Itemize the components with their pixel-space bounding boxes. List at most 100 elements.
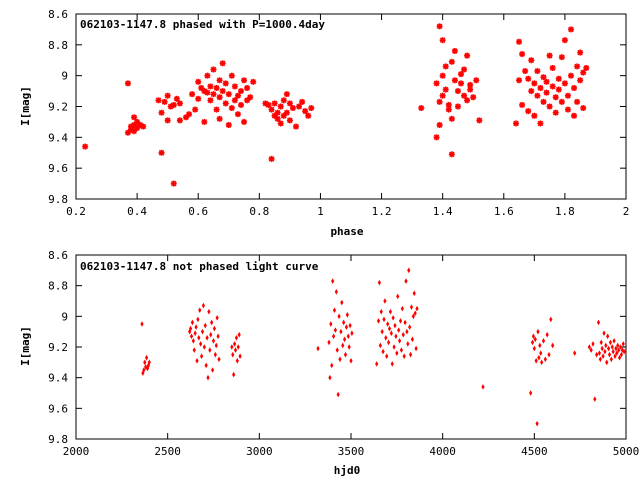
phased-light-curve-panel: 062103-1147.8 phased with P=1000.4day ph… [19,8,629,238]
data-point [608,339,613,346]
unphased-light-curve-panel: 062103-1147.8 not phased light curve hjd… [19,249,639,477]
data-point [167,103,174,110]
data-point [384,335,388,341]
data-point [233,347,238,353]
data-point [216,115,223,122]
y-tick-label: 9.4 [48,131,68,144]
data-point [411,313,415,320]
x-tick-label: 4500 [521,445,548,458]
data-point [335,347,339,353]
data-point [535,420,539,427]
data-point [236,344,240,350]
data-point [404,278,408,284]
data-point [540,359,544,366]
data-point [540,74,547,81]
data-point [619,351,624,358]
data-point [609,356,613,363]
data-point [408,351,413,358]
data-point [277,103,284,110]
data-point [402,353,406,359]
data-point [546,52,553,59]
data-point [219,60,226,67]
data-point [346,333,350,340]
data-point [604,342,608,349]
data-point [274,115,281,122]
data-point [415,305,419,312]
data-point [176,117,183,124]
data-point [192,347,196,353]
data-point [378,342,382,349]
data-point [406,341,410,347]
data-point [549,83,556,90]
data-point [336,391,340,398]
chart-title: 062103-1147.8 phased with P=1000.4day [80,18,325,31]
data-point [208,347,212,353]
data-point [451,77,458,84]
data-point [385,353,389,359]
data-point [343,351,348,358]
data-point [205,335,209,341]
data-point [131,114,138,121]
data-point [235,358,239,364]
data-point [222,80,229,87]
data-point [210,319,214,326]
data-point [225,122,232,128]
data-point [216,333,220,340]
data-point [606,333,610,340]
data-point [244,85,251,91]
data-point [436,23,443,30]
data-point [448,151,455,158]
data-point [200,328,205,335]
data-point [540,98,547,105]
data-point [186,111,193,118]
data-point [470,94,477,101]
data-point [436,122,443,128]
data-point [603,348,607,355]
y-tick-label: 8.6 [48,8,68,21]
data-point [228,105,235,112]
data-point [332,307,337,313]
data-point [192,106,199,113]
data-point [268,106,275,113]
data-point [210,66,217,73]
data-point [348,322,352,329]
plot-frame [75,254,627,440]
data-point [516,77,523,84]
data-point [189,91,196,98]
data-point [140,123,147,130]
y-tick-label: 9.4 [48,372,68,385]
x-tick-label: 3500 [338,445,365,458]
data-point [617,347,621,353]
data-point [454,88,461,95]
data-point [598,356,602,363]
data-point [280,97,287,104]
data-point [621,341,625,347]
data-point [237,331,241,338]
data-point [593,396,597,402]
data-point [454,103,461,110]
data-point [296,103,303,110]
x-tick-label: 0.2 [66,205,86,218]
data-point [161,98,168,105]
data-point [207,308,211,315]
data-point [451,48,458,54]
x-tick-label: 1.2 [372,205,392,218]
data-point [442,63,449,70]
data-point [206,374,210,381]
data-point [458,80,464,87]
data-point [403,319,407,326]
data-point [216,94,223,101]
chart-title: 062103-1147.8 not phased light curve [80,260,319,273]
data-point [568,26,574,33]
data-point [537,354,541,361]
data-point [350,330,354,336]
data-point [333,327,338,333]
data-point [377,279,382,286]
data-point [543,89,550,96]
data-point [204,72,211,79]
data-point [531,333,536,340]
data-point [330,362,334,369]
data-point [308,105,315,112]
data-point [606,345,611,352]
data-point [232,371,236,378]
